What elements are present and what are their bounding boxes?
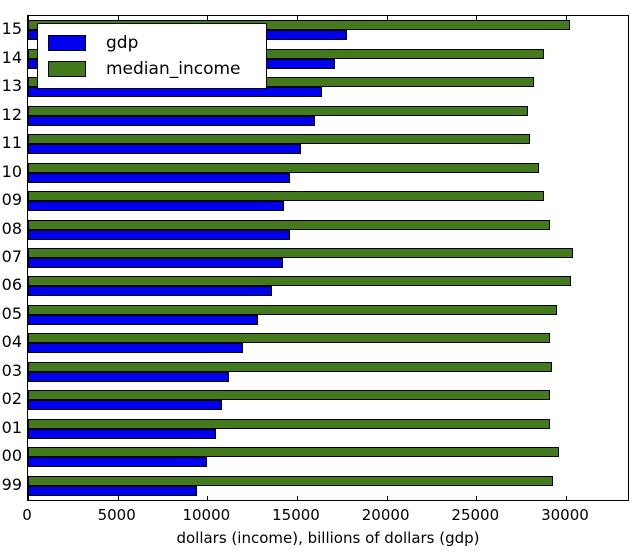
legend-label-median_income: median_income [106, 59, 241, 79]
y-tick-label-06: 06 [1, 275, 22, 295]
bar-gdp-05 [28, 314, 258, 325]
bar-median-income-99 [28, 475, 554, 486]
bar-median-income-10 [28, 162, 540, 173]
bar-median-income-14 [28, 48, 545, 59]
bar-gdp-08 [28, 229, 290, 240]
bar-gdp-10 [28, 172, 290, 183]
bar-gdp-02 [28, 400, 222, 411]
y-tick-label-04: 04 [1, 332, 22, 352]
x-axis-label: dollars (income), billions of dollars (g… [176, 529, 480, 547]
legend-item-median_income: median_income [48, 56, 266, 82]
y-tick-label-13: 13 [1, 76, 22, 96]
legend-item-gdp: gdp [48, 30, 266, 56]
bar-median-income-06 [28, 276, 572, 287]
y-tick-label-00: 00 [1, 446, 22, 466]
x-tick-label-0: 0 [22, 506, 32, 524]
x-tick-bottom-5000 [117, 496, 119, 500]
plot-area [27, 15, 629, 501]
bar-gdp-09 [28, 201, 285, 212]
x-tick-top-15000 [296, 16, 298, 20]
bar-median-income-15 [28, 20, 570, 31]
y-tick-label-01: 01 [1, 417, 22, 437]
bar-median-income-01 [28, 418, 550, 429]
y-tick-label-05: 05 [1, 303, 22, 323]
bar-median-income-08 [28, 219, 550, 230]
legend-swatch-median_income [48, 61, 86, 77]
x-tick-label-30000: 30000 [541, 506, 589, 524]
y-tick-label-08: 08 [1, 218, 22, 238]
x-tick-top-30000 [565, 16, 567, 20]
bar-gdp-00 [28, 457, 208, 468]
bar-median-income-07 [28, 248, 574, 258]
bar-median-income-04 [28, 333, 550, 344]
x-tick-top-10000 [207, 16, 209, 20]
x-tick-bottom-0 [28, 496, 29, 500]
bar-gdp-04 [28, 343, 244, 354]
x-tick-bottom-10000 [207, 496, 209, 500]
y-tick-label-09: 09 [1, 190, 22, 210]
bar-gdp-01 [28, 428, 217, 439]
legend-label-gdp: gdp [106, 33, 139, 53]
bar-gdp-12 [28, 115, 315, 126]
y-tick-label-10: 10 [1, 161, 22, 181]
bar-gdp-06 [28, 286, 272, 297]
x-tick-bottom-15000 [296, 496, 298, 500]
bar-median-income-12 [28, 105, 529, 116]
x-tick-label-5000: 5000 [97, 506, 136, 524]
x-tick-top-5000 [117, 16, 119, 20]
bar-median-income-05 [28, 304, 557, 315]
x-tick-top-20000 [386, 16, 388, 20]
y-tick-label-03: 03 [1, 360, 22, 380]
bar-median-income-09 [28, 191, 545, 202]
bar-gdp-11 [28, 144, 301, 155]
x-tick-label-15000: 15000 [272, 506, 320, 524]
y-tick-label-15: 15 [1, 19, 22, 39]
bar-gdp-03 [28, 371, 229, 382]
y-tick-label-12: 12 [1, 104, 22, 124]
y-tick-label-11: 11 [1, 133, 22, 153]
y-tick-label-07: 07 [1, 247, 22, 266]
bar-median-income-11 [28, 134, 531, 145]
x-tick-bottom-30000 [565, 496, 567, 500]
bar-median-income-02 [28, 390, 550, 401]
x-tick-label-25000: 25000 [451, 506, 500, 524]
bar-median-income-13 [28, 77, 534, 88]
x-tick-bottom-20000 [386, 496, 388, 500]
bar-gdp-99 [28, 485, 197, 496]
y-tick-label-02: 02 [1, 389, 22, 409]
y-tick-label-14: 14 [1, 47, 22, 67]
x-tick-label-20000: 20000 [361, 506, 410, 524]
bar-gdp-07 [28, 258, 283, 268]
y-tick-label-99: 99 [1, 474, 22, 494]
bar-median-income-03 [28, 361, 552, 372]
x-tick-bottom-25000 [476, 496, 478, 500]
x-tick-label-10000: 10000 [182, 506, 231, 524]
bar-median-income-00 [28, 447, 559, 458]
legend-swatch-gdp [48, 35, 86, 51]
x-tick-top-0 [28, 16, 29, 20]
x-tick-top-25000 [476, 16, 478, 20]
legend: gdp median_income [37, 23, 267, 89]
